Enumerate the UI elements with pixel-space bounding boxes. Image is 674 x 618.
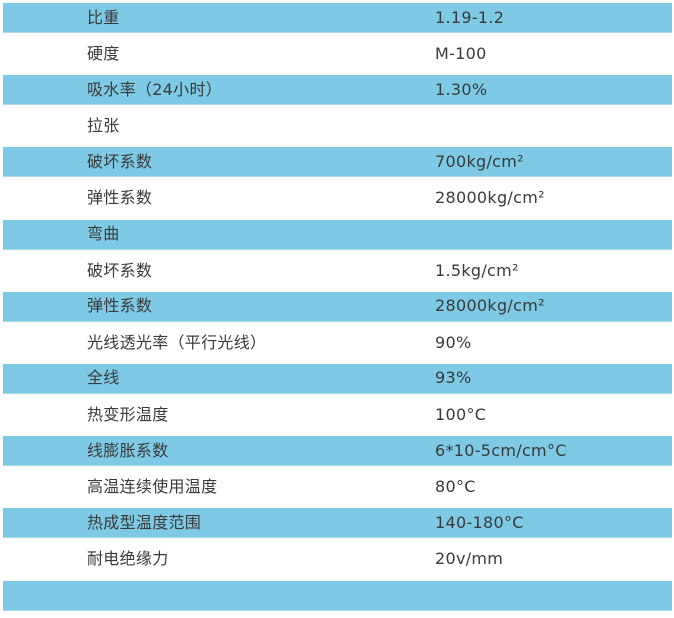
property-label-cell: 线膨胀系数: [87, 440, 169, 460]
property-value-cell: 6*10-5cm/cm°C: [435, 440, 567, 460]
table-row: 线膨胀系数 6*10-5cm/cm°C: [3, 436, 672, 472]
table-row: 热变形温度 100°C: [3, 400, 672, 436]
property-value-cell: 140-180°C: [435, 512, 524, 532]
table-row-band: 弹性系数 28000kg/cm²: [3, 183, 672, 213]
table-row-band: 破坏系数 1.5kg/cm²: [3, 256, 672, 286]
table-row: 高温连续使用温度 80°C: [3, 472, 672, 508]
property-label-cell: 硬度: [87, 44, 120, 64]
property-value-cell: 700kg/cm²: [435, 151, 524, 171]
table-row-band: 高温连续使用温度 80°C: [3, 472, 672, 502]
table-row: 吸水率（24小时） 1.30%: [3, 75, 672, 111]
table-row: 耐电绝缘力 20v/mm: [3, 544, 672, 580]
table-row: 全线 93%: [3, 363, 672, 400]
property-label-cell: 拉张: [87, 116, 120, 136]
property-value-cell: 100°C: [435, 405, 487, 425]
table-row: 比重 1.19-1.2: [3, 3, 672, 39]
property-value-cell: 1.30%: [435, 79, 488, 99]
table-row: 弹性系数 28000kg/cm²: [3, 291, 672, 328]
property-value-cell: 1.5kg/cm²: [435, 260, 519, 280]
property-label-cell: 弹性系数: [87, 296, 153, 316]
table-row: [3, 580, 672, 617]
table-row-band: 光线透光率（平行光线） 90%: [3, 328, 672, 358]
property-value-cell: 28000kg/cm²: [435, 188, 545, 208]
table-row: 拉张: [3, 111, 672, 147]
table-row: 光线透光率（平行光线） 90%: [3, 328, 672, 364]
table-row: 破坏系数 700kg/cm²: [3, 147, 672, 183]
table-row-band: 硬度 M-100: [3, 39, 672, 69]
table-row-band: 弹性系数 28000kg/cm²: [3, 291, 672, 322]
table-row-band: [3, 580, 672, 611]
table-row-band: 吸水率（24小时） 1.30%: [3, 75, 672, 106]
table-row: 硬度 M-100: [3, 39, 672, 75]
property-value-cell: 1.19-1.2: [435, 7, 505, 27]
property-value-cell: 20v/mm: [435, 549, 504, 569]
property-label-cell: 比重: [87, 7, 120, 27]
property-label-cell: 高温连续使用温度: [87, 477, 218, 497]
property-value-cell: 28000kg/cm²: [435, 296, 545, 316]
property-label-cell: 弹性系数: [87, 188, 153, 208]
table-row-band: 热成型温度范围 140-180°C: [3, 508, 672, 539]
property-label-cell: 破坏系数: [87, 151, 153, 171]
property-value-cell: M-100: [435, 44, 487, 64]
table-row-band: 全线 93%: [3, 363, 672, 394]
property-label-cell: 耐电绝缘力: [87, 549, 169, 569]
table-row-band: 热变形温度 100°C: [3, 400, 672, 430]
property-label-cell: 全线: [87, 368, 120, 388]
table-row-band: 弯曲: [3, 219, 672, 250]
property-label-cell: 弯曲: [87, 224, 120, 244]
table-row: 破坏系数 1.5kg/cm²: [3, 256, 672, 292]
property-value-cell: 90%: [435, 332, 472, 352]
table-row: 弯曲: [3, 219, 672, 256]
property-value-cell: 93%: [435, 368, 472, 388]
property-label-cell: 破坏系数: [87, 260, 153, 280]
property-label-cell: 热成型温度范围: [87, 512, 202, 532]
table-row-band: 耐电绝缘力 20v/mm: [3, 544, 672, 574]
table-row-band: 线膨胀系数 6*10-5cm/cm°C: [3, 436, 672, 467]
property-label-cell: 光线透光率（平行光线）: [87, 332, 267, 352]
property-value-cell: 80°C: [435, 477, 476, 497]
table-row: 热成型温度范围 140-180°C: [3, 508, 672, 544]
table-row-band: 比重 1.19-1.2: [3, 3, 672, 33]
property-label-cell: 吸水率（24小时）: [87, 79, 223, 99]
table-row: 弹性系数 28000kg/cm²: [3, 183, 672, 219]
table-row-band: 拉张: [3, 111, 672, 141]
table-row-band: 破坏系数 700kg/cm²: [3, 147, 672, 178]
property-label-cell: 热变形温度: [87, 405, 169, 425]
